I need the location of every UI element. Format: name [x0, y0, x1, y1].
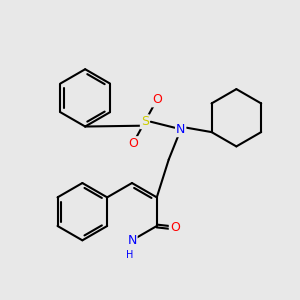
Text: N: N — [127, 234, 137, 247]
Text: N: N — [176, 123, 185, 136]
Text: O: O — [128, 137, 138, 150]
Text: H: H — [126, 250, 134, 260]
Text: O: O — [152, 93, 162, 106]
Text: S: S — [141, 115, 149, 128]
Text: O: O — [170, 221, 180, 235]
